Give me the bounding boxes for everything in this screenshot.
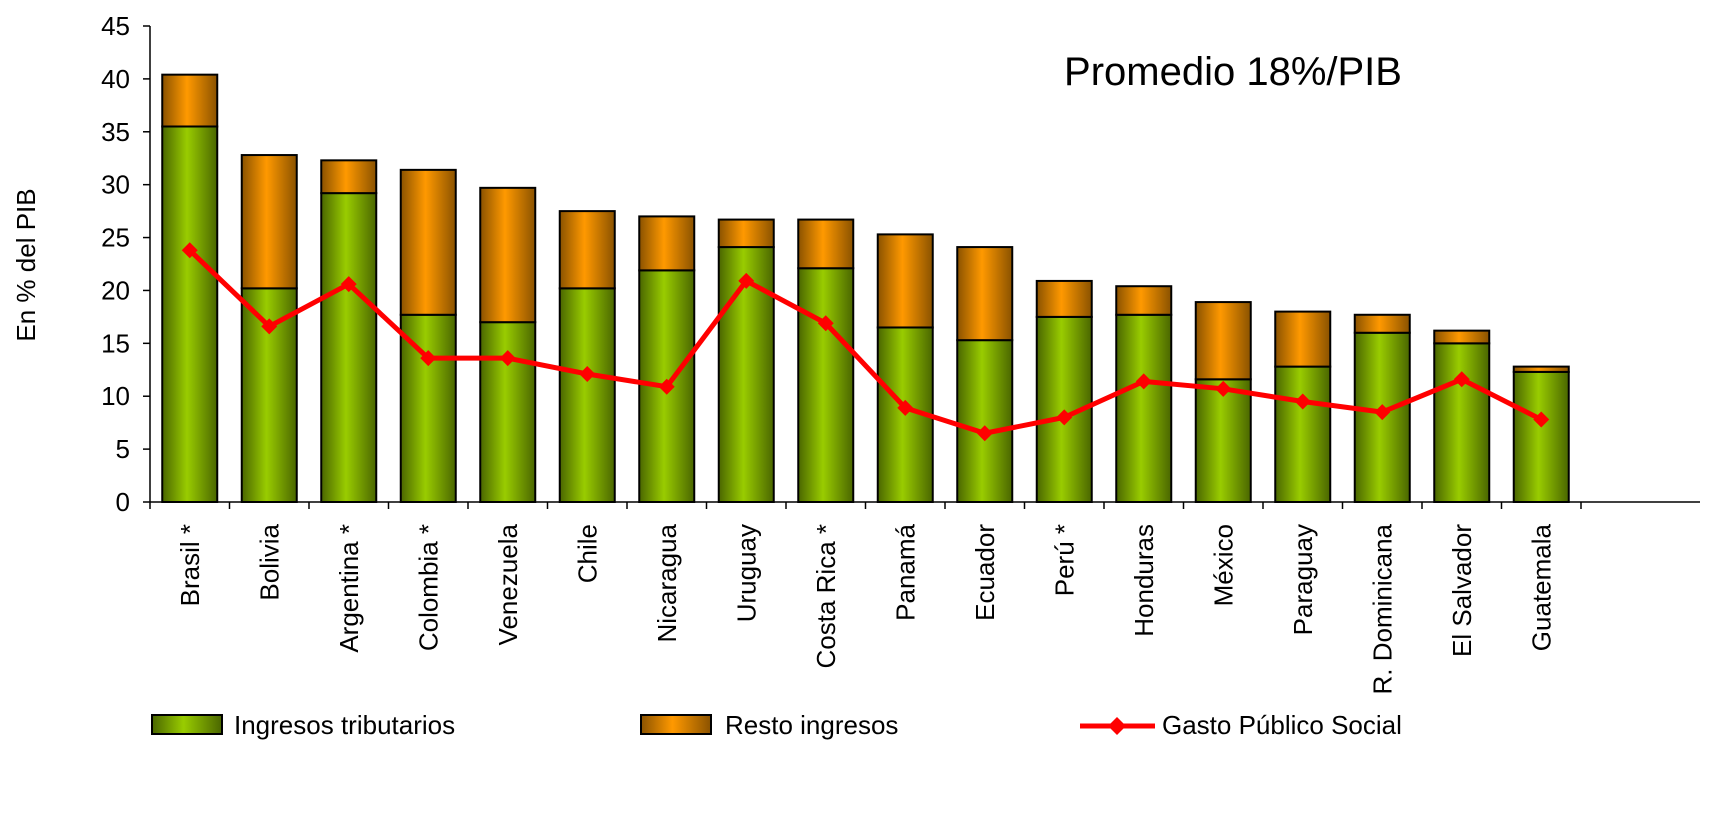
x-category-label: Paraguay bbox=[1288, 524, 1318, 635]
legend-label: Resto ingresos bbox=[725, 710, 898, 740]
bar-resto-ingresos bbox=[240, 154, 298, 290]
point-gasto-publico-social bbox=[897, 399, 914, 416]
x-category-label: Colombia * bbox=[413, 524, 443, 651]
legend-swatch-green bbox=[151, 714, 223, 735]
bar-ingresos-tributarios bbox=[1194, 378, 1252, 504]
bar-resto-ingresos bbox=[479, 186, 537, 324]
point-gasto-publico-social bbox=[261, 318, 278, 335]
x-category-label: Panamá bbox=[890, 523, 920, 620]
y-tick-label: 5 bbox=[116, 434, 130, 464]
y-tick-label: 45 bbox=[101, 11, 130, 41]
point-gasto-publico-social bbox=[1533, 411, 1550, 428]
bar-ingresos-tributarios bbox=[1274, 365, 1332, 503]
y-tick-label: 15 bbox=[101, 328, 130, 358]
legend-label: Ingresos tributarios bbox=[234, 710, 455, 740]
bar-resto-ingresos bbox=[399, 168, 457, 316]
y-axis-label: En % del PIB bbox=[11, 188, 41, 341]
bar-ingresos-tributarios bbox=[399, 313, 457, 504]
bar-ingresos-tributarios bbox=[797, 267, 855, 503]
y-tick-label: 20 bbox=[101, 275, 130, 305]
point-gasto-publico-social bbox=[579, 366, 596, 383]
bar-resto-ingresos bbox=[558, 210, 616, 290]
line-gasto-publico-social bbox=[188, 248, 1543, 436]
bar-ingresos-tributarios bbox=[161, 125, 219, 503]
bar-ingresos-tributarios bbox=[1115, 313, 1173, 504]
bar-ingresos-tributarios bbox=[1433, 342, 1491, 504]
bar-resto-ingresos bbox=[1194, 301, 1252, 381]
y-tick-label: 40 bbox=[101, 64, 130, 94]
point-gasto-publico-social bbox=[181, 242, 198, 259]
bar-ingresos-tributarios bbox=[320, 192, 378, 504]
x-category-label: R. Dominicana bbox=[1367, 523, 1397, 694]
y-tick-label: 25 bbox=[101, 223, 130, 253]
legend-swatch-orange bbox=[640, 714, 712, 735]
point-gasto-publico-social bbox=[658, 378, 675, 395]
bar-ingresos-tributarios bbox=[479, 321, 537, 503]
point-gasto-publico-social bbox=[1056, 409, 1073, 426]
y-tick-label: 30 bbox=[101, 170, 130, 200]
bar-resto-ingresos bbox=[717, 218, 775, 249]
bar-resto-ingresos bbox=[1115, 285, 1173, 316]
point-gasto-publico-social bbox=[1453, 371, 1470, 388]
legend-item-resto-ingresos: Resto ingresos bbox=[640, 710, 898, 740]
gasto-line bbox=[181, 242, 1550, 442]
bar-resto-ingresos bbox=[638, 215, 696, 272]
bar-resto-ingresos bbox=[1512, 365, 1570, 373]
point-gasto-publico-social bbox=[1374, 404, 1391, 421]
x-category-label: Honduras bbox=[1129, 524, 1159, 637]
category-labels: Brasil * Bolivia Argentina * Colombia * Vene… bbox=[175, 523, 1557, 694]
bar-resto-ingresos bbox=[1274, 310, 1332, 368]
x-category-label: Uruguay bbox=[731, 524, 761, 622]
x-category-label: Chile bbox=[572, 524, 602, 583]
bar-ingresos-tributarios bbox=[558, 287, 616, 503]
bar-resto-ingresos bbox=[797, 218, 855, 270]
x-category-label: Ecuador bbox=[970, 524, 1000, 621]
bar-resto-ingresos bbox=[956, 246, 1014, 342]
point-gasto-publico-social bbox=[340, 276, 357, 293]
chart-annotation: Promedio 18%/PIB bbox=[1064, 50, 1402, 94]
bar-ingresos-tributarios bbox=[956, 339, 1014, 503]
point-gasto-publico-social bbox=[1135, 373, 1152, 390]
x-category-label: México bbox=[1208, 524, 1238, 606]
legend: Ingresos tributarios Resto ingresos Gast… bbox=[151, 710, 1402, 740]
bar-resto-ingresos bbox=[161, 73, 219, 128]
bar-resto-ingresos bbox=[1035, 279, 1093, 318]
x-category-label: Costa Rica * bbox=[811, 524, 841, 669]
legend-label: Gasto Público Social bbox=[1162, 710, 1402, 740]
x-category-label: El Salvador bbox=[1447, 524, 1477, 657]
legend-item-ingresos-tributarios: Ingresos tributarios bbox=[151, 710, 455, 740]
point-gasto-publico-social bbox=[1294, 393, 1311, 410]
point-gasto-publico-social bbox=[817, 315, 834, 332]
x-category-label: Bolivia bbox=[254, 523, 284, 600]
point-gasto-publico-social bbox=[1215, 380, 1232, 397]
bar-resto-ingresos bbox=[876, 233, 934, 329]
bar-resto-ingresos bbox=[1433, 329, 1491, 345]
y-tick-label: 35 bbox=[101, 117, 130, 147]
point-gasto-publico-social bbox=[976, 425, 993, 442]
x-category-label: Perú * bbox=[1049, 524, 1079, 596]
y-tick-label: 10 bbox=[101, 381, 130, 411]
point-gasto-publico-social bbox=[499, 350, 516, 367]
y-tick-label: 0 bbox=[116, 487, 130, 517]
x-category-label: Nicaragua bbox=[652, 523, 682, 642]
legend-item-gasto-publico-social: Gasto Público Social bbox=[1080, 710, 1402, 740]
x-category-label: Argentina * bbox=[334, 524, 364, 653]
point-gasto-publico-social bbox=[738, 272, 755, 289]
legend-marker-diamond-icon bbox=[1108, 717, 1126, 735]
bars bbox=[161, 73, 1570, 504]
point-gasto-publico-social bbox=[420, 350, 437, 367]
x-category-label: Brasil * bbox=[175, 524, 205, 606]
x-category-label: Guatemala bbox=[1526, 523, 1556, 651]
bar-ingresos-tributarios bbox=[1512, 370, 1570, 504]
bar-resto-ingresos bbox=[320, 159, 378, 195]
bar-resto-ingresos bbox=[1353, 313, 1411, 334]
x-category-label: Venezuela bbox=[493, 523, 523, 645]
